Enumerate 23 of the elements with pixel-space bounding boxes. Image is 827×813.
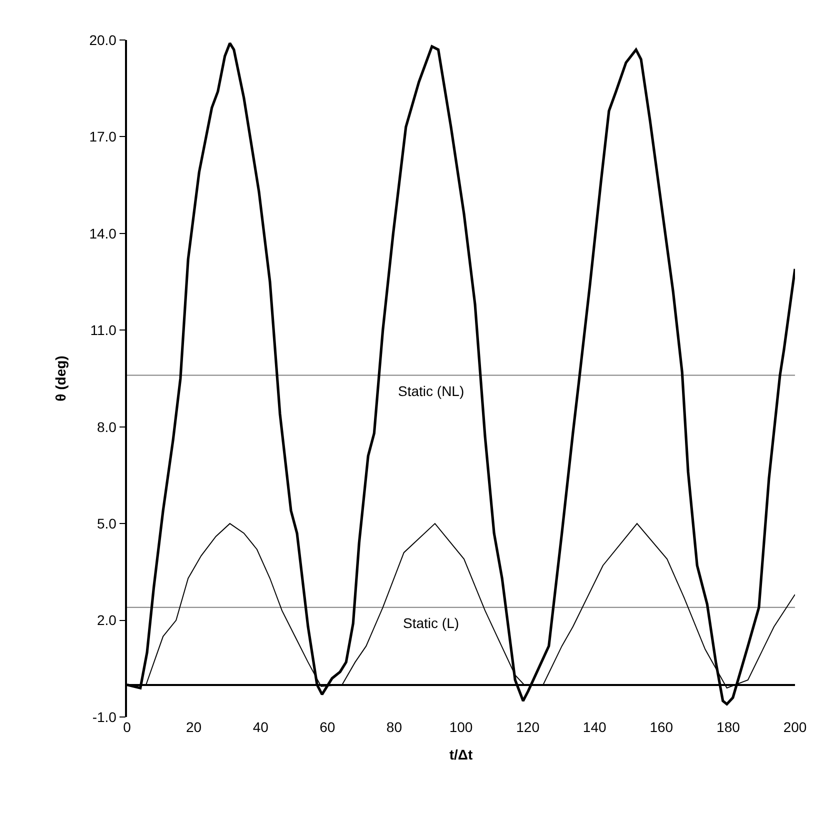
y-tick-label: 5.0: [96, 515, 117, 532]
x-tick-label: 160: [650, 719, 674, 735]
y-tick-label: 8.0: [96, 418, 117, 435]
y-axis-title: θ (deg): [52, 356, 68, 402]
x-tick-label: 40: [252, 719, 269, 735]
x-tick-label: 60: [320, 719, 336, 735]
x-tick-label: 200: [783, 719, 807, 735]
y-tick-label: -1.0: [92, 708, 117, 725]
x-tick-label: 180: [716, 719, 740, 735]
ref-line-label: Static (L): [403, 615, 460, 631]
y-tick-label: 14.0: [89, 225, 117, 242]
y-tick-label: 17.0: [89, 128, 117, 145]
y-tick-label: 2.0: [96, 612, 117, 628]
ref-line-label: Static (NL): [398, 383, 464, 399]
x-tick-label: 0: [123, 719, 132, 735]
x-axis-title: t/Δt: [449, 746, 473, 762]
x-tick-label: 20: [186, 719, 202, 735]
x-tick-label: 140: [582, 719, 606, 735]
x-tick-label: 100: [449, 719, 473, 735]
x-tick-label: 80: [386, 719, 402, 735]
x-tick-label: 120: [516, 719, 540, 735]
y-tick-label: 20.0: [89, 32, 117, 48]
y-tick-label: 11.0: [90, 322, 117, 338]
